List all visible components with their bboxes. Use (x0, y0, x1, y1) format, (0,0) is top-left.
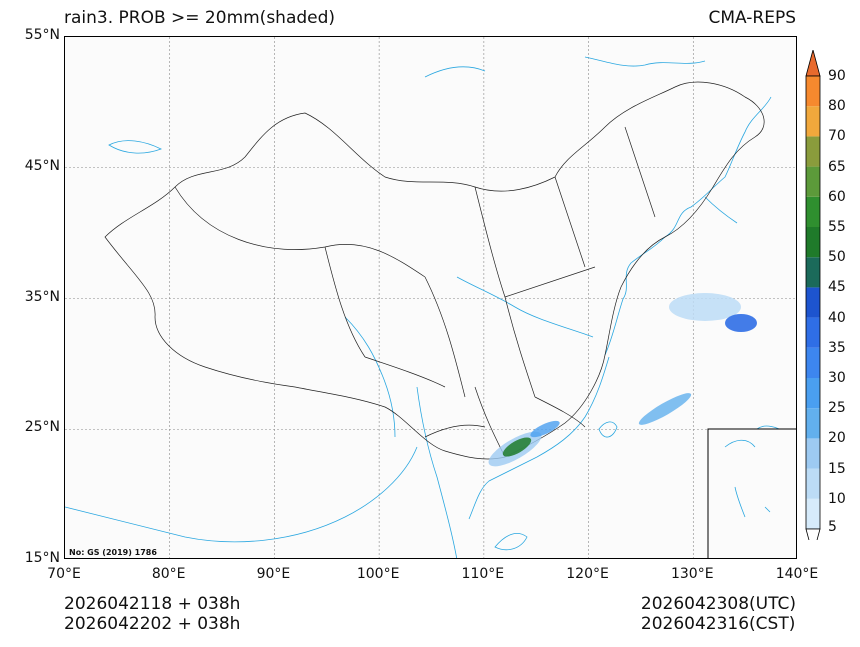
lon-tick-label: 90°E (256, 566, 291, 582)
lon-tick-label: 70°E (47, 566, 81, 582)
lon-tick-label: 120°E (566, 566, 609, 582)
map-area[interactable] (64, 36, 797, 559)
lon-tick-label: 80°E (151, 566, 186, 582)
valid-utc: 2026042308(UTC) (640, 594, 796, 614)
colorbar-segment (806, 317, 820, 348)
colorbar-segment (806, 438, 820, 469)
init-utc: 2026042118 + 038h (64, 594, 241, 614)
colorbar-level-label: 10 (828, 490, 846, 507)
lon-tick-label: 130°E (670, 566, 714, 582)
colorbar-level-label: 25 (828, 400, 846, 417)
colorbar-segment (806, 347, 820, 378)
colorbar-segment (806, 196, 820, 227)
colorbar-level-label: 35 (828, 339, 846, 356)
colorbar-segment (806, 166, 820, 197)
colorbar-extend-min (805, 528, 821, 540)
lon-tick-label: 140°E (775, 566, 819, 582)
map-approval-note: No: GS (2019) 1786 (69, 548, 157, 557)
colorbar-segment (806, 136, 820, 167)
colorbar-level-label: 80 (828, 98, 846, 115)
lat-tick-label: 35°N (24, 288, 60, 305)
valid-cst: 2026042316(CST) (640, 614, 796, 634)
model-name: CMA-REPS (708, 8, 796, 28)
lat-tick-label: 45°N (24, 157, 60, 174)
lon-tick-label: 110°E (461, 566, 505, 582)
colorbar-segment (806, 378, 820, 409)
colorbar-level-label: 5 (828, 519, 837, 535)
colorbar-segment (806, 408, 820, 439)
valid-time-block: 2026042308(UTC) 2026042316(CST) (641, 594, 796, 634)
lon-tick-label: 100°E (356, 566, 400, 582)
colorbar-segment (806, 257, 820, 288)
boundaries (104, 81, 765, 460)
lat-tick-label: 15°N (24, 550, 60, 566)
colorbar-segment (806, 498, 820, 529)
colorbar-level-label: 70 (828, 128, 846, 145)
colorbar-level-label: 40 (828, 309, 846, 326)
colorbar-level-label: 50 (828, 249, 846, 266)
colorbar-level-label: 90 (828, 68, 846, 84)
init-cst: 2026042202 + 038h (64, 614, 241, 634)
colorbar-level-label: 20 (828, 430, 846, 447)
colorbar-level-label: 60 (828, 188, 846, 205)
map-canvas (65, 37, 796, 558)
colorbar-segment (806, 468, 820, 499)
colorbar-segment (806, 227, 820, 258)
colorbar-level-label: 30 (828, 370, 846, 386)
colorbar-extend-max (805, 50, 821, 77)
colorbar-level-label: 45 (828, 279, 846, 296)
colorbar-segment (806, 76, 820, 107)
colorbar (805, 50, 821, 540)
colorbar-segment (806, 287, 820, 318)
colorbar-level-label: 55 (828, 219, 846, 235)
init-time-block: 2026042118 + 038h 2026042202 + 038h (64, 594, 240, 634)
lat-tick-label: 55°N (24, 27, 60, 43)
probability-shading (488, 293, 757, 467)
lat-tick-label: 25°N (24, 419, 60, 436)
colorbar-segment (806, 106, 820, 137)
colorbar-level-label: 65 (828, 158, 846, 175)
south-china-sea-inset (707, 428, 796, 558)
map-title: rain3. PROB >= 20mm(shaded) (64, 8, 336, 28)
colorbar-level-label: 15 (828, 460, 846, 477)
